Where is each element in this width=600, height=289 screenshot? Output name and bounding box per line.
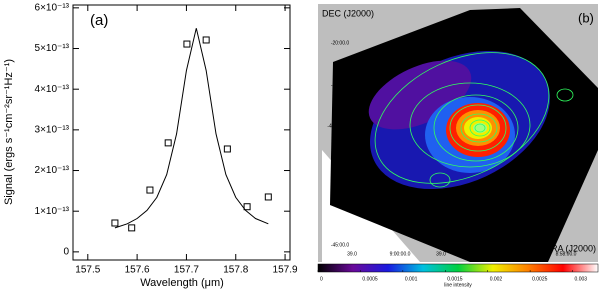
- fit-curve: [114, 28, 269, 229]
- data-point: [164, 139, 172, 147]
- plot-frame: [72, 4, 291, 261]
- y-tick-label: 2×10⁻¹³: [35, 165, 70, 176]
- x-tick-label: 157.5: [75, 265, 100, 276]
- x-tick-label: 157.7: [174, 265, 199, 276]
- ra-label: 9:00:00.0: [390, 251, 411, 257]
- contours: [374, 52, 574, 188]
- dec-label: -25:00.0: [331, 82, 350, 88]
- colorbar-tick-label: 0.001: [405, 276, 418, 282]
- colorbar-tick-label: 0.003: [575, 276, 588, 282]
- data-point: [264, 193, 272, 201]
- data-point: [146, 186, 154, 194]
- ra-label: 8:58:00.0: [556, 251, 577, 257]
- y-tick-label: 0: [63, 247, 69, 258]
- y-axis-label: Signal (ergs s⁻¹cm⁻²sr⁻¹Hz⁻¹): [3, 59, 15, 205]
- data-point: [243, 203, 251, 211]
- colorbar-label: line intensity: [444, 282, 472, 288]
- data-point: [128, 224, 136, 232]
- x-tick-label: 157.6: [125, 265, 150, 276]
- map-emission: [473, 123, 487, 133]
- dec-label: -20:00.0: [331, 40, 350, 46]
- colorbar-tick-label: 0.0025: [532, 276, 548, 282]
- y-tick-label: 1×10⁻¹³: [35, 206, 70, 217]
- ra-label: 39.0: [436, 251, 446, 257]
- dec-label: -47:30:00.0: [327, 123, 353, 129]
- data-point: [111, 219, 119, 227]
- x-tick-label: 157.8: [223, 265, 248, 276]
- dec-label: -45:00.0: [331, 242, 350, 248]
- x-axis-label: RA (J2000): [551, 243, 596, 253]
- panel-label: (b): [578, 10, 594, 25]
- x-axis-label: Wavelength (μm): [140, 277, 224, 289]
- ra-label: 59:00.0: [472, 251, 489, 257]
- intensity-map: [318, 4, 598, 262]
- y-tick-label: 4×10⁻¹³: [35, 84, 70, 95]
- y-axis-label: DEC (J2000): [322, 8, 374, 18]
- y-tick-label: 3×10⁻¹³: [35, 124, 70, 135]
- data-point: [202, 36, 210, 44]
- dec-label: -40:00.0: [331, 202, 350, 208]
- colorbar-tick-label: 0.0015: [447, 276, 463, 282]
- y-tick-label: 6×10⁻¹³: [35, 2, 70, 13]
- ra-label: 39.0: [517, 251, 527, 257]
- colorbar-tick-label: 0.002: [490, 276, 503, 282]
- dec-label: -35:00.0: [331, 162, 350, 168]
- colorbar-tick-label: 0: [320, 276, 323, 282]
- y-tick-label: 5×10⁻¹³: [35, 43, 70, 54]
- x-tick-label: 157.9: [273, 265, 298, 276]
- panel-label: (a): [90, 12, 108, 29]
- data-point: [183, 40, 191, 48]
- ra-label: 39.0: [347, 251, 357, 257]
- data-point: [223, 145, 231, 153]
- colorbar: [317, 263, 599, 273]
- colorbar-tick-label: 0.0005: [362, 276, 378, 282]
